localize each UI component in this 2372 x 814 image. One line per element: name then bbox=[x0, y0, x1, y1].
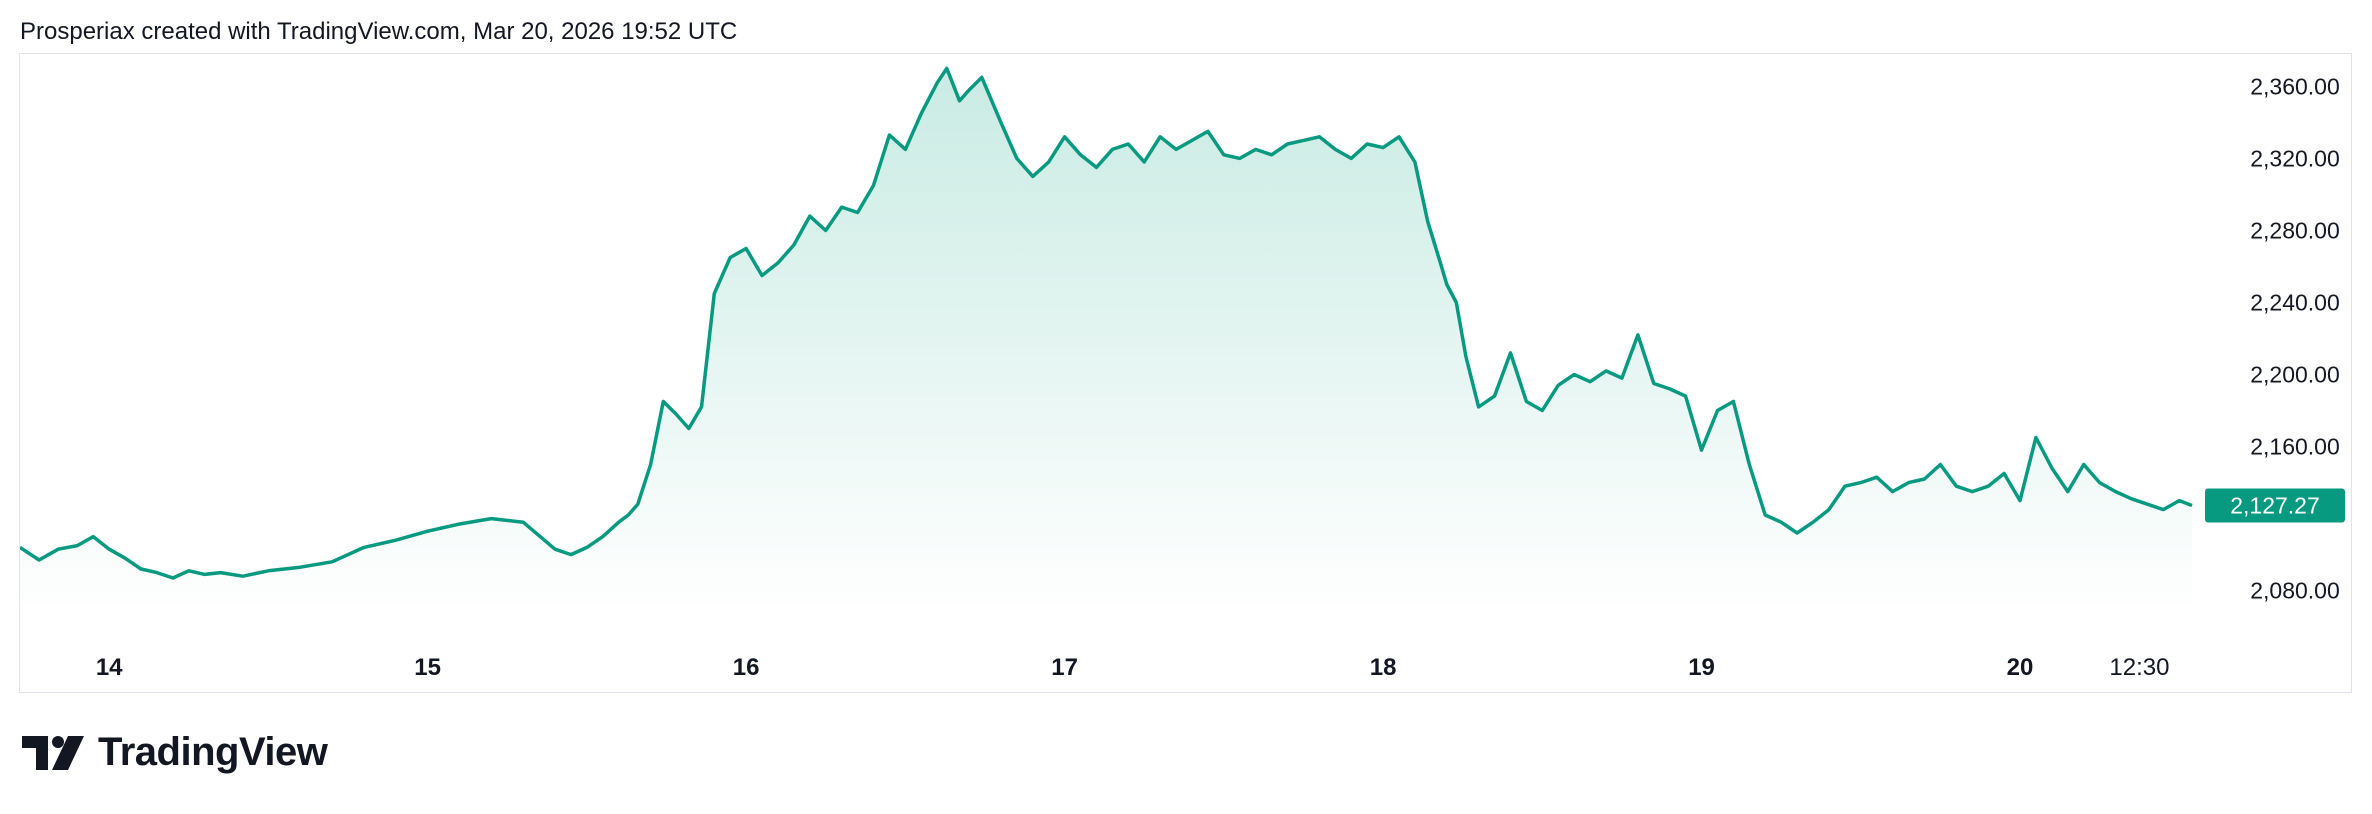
x-tick-label: 20 bbox=[2007, 654, 2034, 681]
x-tick-label: 14 bbox=[96, 654, 123, 681]
y-tick-label: 2,240.00 bbox=[2250, 289, 2340, 315]
price-chart[interactable]: 2,360.00 2,320.00 2,280.00 2,240.00 2,200.00… bbox=[20, 54, 2351, 692]
attribution-text: Prosperiax created with TradingView.com,… bbox=[20, 18, 738, 45]
y-tick-label: 2,320.00 bbox=[2250, 145, 2340, 171]
tradingview-logo-icon bbox=[22, 735, 84, 770]
x-tick-label: 12:30 bbox=[2109, 654, 2169, 681]
price-area-fill bbox=[20, 68, 2192, 614]
x-tick-label: 15 bbox=[414, 654, 441, 681]
last-price-label: 2,127.27 bbox=[2230, 492, 2320, 518]
tradingview-wordmark: TradingView bbox=[98, 730, 328, 774]
chart-frame[interactable]: 2,360.00 2,320.00 2,280.00 2,240.00 2,200.00… bbox=[19, 53, 2352, 693]
y-tick-label: 2,200.00 bbox=[2250, 362, 2340, 388]
last-price-tag bbox=[2205, 488, 2345, 523]
y-tick-label: 2,080.00 bbox=[2250, 578, 2340, 604]
y-tick-label: 2,280.00 bbox=[2250, 217, 2340, 243]
y-tick-label: 2,160.00 bbox=[2250, 434, 2340, 460]
y-tick-label: 2,360.00 bbox=[2250, 73, 2340, 99]
x-tick-label: 19 bbox=[1688, 654, 1715, 681]
x-tick-label: 16 bbox=[733, 654, 760, 681]
price-line[interactable] bbox=[20, 66, 2193, 580]
x-tick-label: 18 bbox=[1370, 654, 1397, 681]
tradingview-brand[interactable]: TradingView bbox=[22, 730, 328, 775]
x-tick-label: 17 bbox=[1051, 654, 1078, 681]
